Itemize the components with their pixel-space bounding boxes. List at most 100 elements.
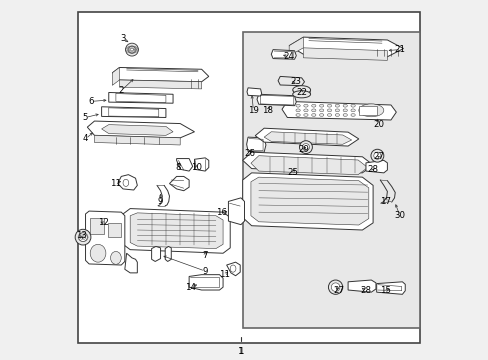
Ellipse shape [230, 265, 235, 272]
Bar [358, 106, 376, 115]
Text: 22: 22 [296, 88, 306, 97]
Polygon shape [119, 80, 201, 89]
Polygon shape [176, 158, 192, 171]
Ellipse shape [326, 113, 331, 116]
Polygon shape [194, 158, 208, 171]
Ellipse shape [373, 152, 380, 159]
Ellipse shape [90, 244, 106, 262]
Ellipse shape [319, 109, 323, 112]
Text: 25: 25 [286, 168, 298, 177]
Text: 3: 3 [120, 35, 125, 44]
Bar [90, 218, 104, 234]
Polygon shape [246, 137, 265, 152]
Polygon shape [271, 50, 296, 59]
Ellipse shape [128, 46, 135, 53]
Polygon shape [303, 48, 386, 60]
Text: 5: 5 [82, 113, 88, 122]
Text: 16: 16 [215, 208, 226, 217]
Ellipse shape [331, 283, 339, 292]
Text: 30: 30 [394, 211, 405, 220]
Polygon shape [257, 94, 296, 106]
Ellipse shape [311, 104, 315, 107]
Polygon shape [87, 121, 194, 138]
Text: 29: 29 [297, 145, 308, 154]
Text: 15: 15 [379, 286, 390, 295]
Ellipse shape [350, 104, 354, 107]
Ellipse shape [343, 104, 346, 107]
Text: 11: 11 [110, 179, 121, 188]
Polygon shape [242, 173, 372, 230]
Polygon shape [94, 135, 180, 145]
Ellipse shape [292, 86, 310, 94]
Ellipse shape [292, 91, 310, 98]
Polygon shape [123, 208, 230, 253]
Text: 17: 17 [379, 197, 390, 206]
Ellipse shape [335, 109, 339, 112]
Polygon shape [288, 37, 303, 56]
Text: 13: 13 [76, 231, 87, 240]
Ellipse shape [299, 141, 312, 154]
Text: 11: 11 [219, 270, 230, 279]
Ellipse shape [343, 109, 346, 112]
Ellipse shape [123, 179, 128, 186]
Ellipse shape [343, 113, 346, 116]
Ellipse shape [311, 113, 315, 116]
Polygon shape [189, 275, 223, 290]
Text: 14: 14 [185, 283, 196, 292]
Text: 10: 10 [190, 163, 202, 172]
Text: 9: 9 [158, 197, 163, 206]
Ellipse shape [326, 104, 331, 107]
Text: 20: 20 [372, 120, 383, 129]
Polygon shape [118, 175, 137, 190]
Ellipse shape [75, 229, 91, 245]
Polygon shape [246, 88, 261, 96]
Ellipse shape [79, 233, 87, 242]
Polygon shape [102, 107, 165, 117]
Text: 18: 18 [262, 106, 273, 115]
Bar [108, 223, 121, 237]
Ellipse shape [350, 113, 354, 116]
Ellipse shape [335, 113, 339, 116]
Ellipse shape [311, 109, 315, 112]
Ellipse shape [303, 113, 307, 116]
Text: 1: 1 [238, 347, 243, 356]
Ellipse shape [302, 144, 309, 151]
Polygon shape [278, 76, 304, 86]
Polygon shape [347, 280, 375, 292]
Polygon shape [255, 128, 358, 146]
Polygon shape [264, 132, 351, 144]
Polygon shape [102, 125, 173, 135]
Ellipse shape [335, 104, 339, 107]
Text: 2: 2 [118, 86, 124, 95]
Bar [242, 32, 419, 328]
Text: 24: 24 [283, 52, 294, 61]
Polygon shape [282, 102, 395, 120]
Polygon shape [165, 247, 171, 261]
Text: 27: 27 [333, 286, 344, 295]
Polygon shape [108, 93, 173, 103]
Ellipse shape [295, 109, 300, 112]
Ellipse shape [125, 43, 138, 56]
Text: 8: 8 [175, 163, 181, 172]
Polygon shape [228, 198, 244, 225]
Polygon shape [169, 176, 189, 191]
Polygon shape [124, 253, 137, 273]
Ellipse shape [110, 251, 121, 264]
Polygon shape [242, 152, 372, 173]
Text: 9: 9 [202, 267, 207, 276]
Ellipse shape [326, 109, 331, 112]
Text: 23: 23 [290, 77, 301, 86]
Ellipse shape [358, 104, 383, 117]
Ellipse shape [295, 113, 300, 116]
Ellipse shape [295, 104, 300, 107]
Ellipse shape [303, 104, 307, 107]
Ellipse shape [319, 104, 323, 107]
Text: 12: 12 [98, 219, 109, 228]
Text: 7: 7 [202, 251, 207, 260]
Ellipse shape [328, 280, 342, 294]
Text: 28: 28 [360, 286, 371, 295]
Polygon shape [226, 262, 240, 276]
Text: 27: 27 [372, 152, 383, 161]
Text: 26: 26 [244, 149, 255, 158]
Text: 4: 4 [82, 134, 88, 143]
